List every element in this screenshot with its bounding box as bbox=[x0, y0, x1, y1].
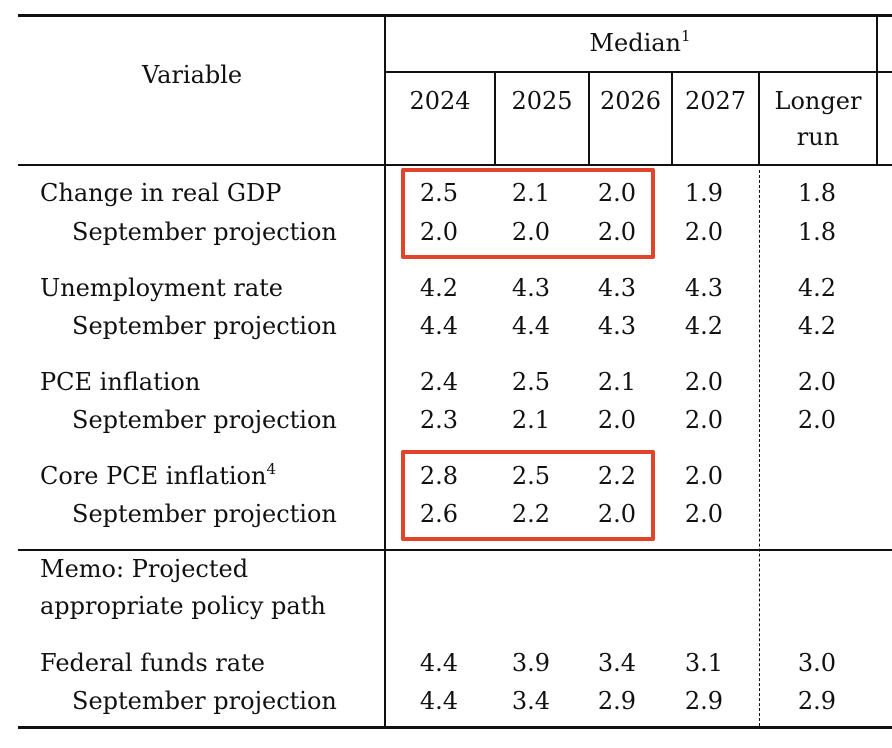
cell-pce-2024: 2.4 bbox=[419, 368, 459, 396]
right-edge-divider bbox=[876, 14, 878, 166]
cell-unemp-2027: 4.3 bbox=[684, 274, 724, 302]
cell-core-sep-2026: 2.0 bbox=[597, 500, 637, 528]
cell-gdp-2025: 2.1 bbox=[511, 179, 551, 207]
cell-pce-2027: 2.0 bbox=[684, 368, 724, 396]
cell-pce-sep-2026: 2.0 bbox=[597, 406, 637, 434]
cell-pce-sep-2025: 2.1 bbox=[511, 406, 551, 434]
row-label-pce-september: September projection bbox=[72, 406, 337, 434]
variable-header: Variable bbox=[142, 61, 243, 89]
row-label-fed-funds-september: September projection bbox=[72, 687, 337, 715]
cell-core-2027: 2.0 bbox=[684, 462, 724, 490]
gdp-highlight-box bbox=[401, 168, 655, 259]
row-label-unemployment-september: September projection bbox=[72, 312, 337, 340]
cell-core-sep-2024: 2.6 bbox=[419, 500, 459, 528]
cell-gdp-sep-2027: 2.0 bbox=[684, 218, 724, 246]
cell-core-sep-2027: 2.0 bbox=[684, 500, 724, 528]
memo-label-line2: appropriate policy path bbox=[40, 592, 326, 620]
core-pce-highlight-box bbox=[401, 450, 655, 541]
memo-rule bbox=[18, 549, 892, 551]
cell-core-sep-2025: 2.2 bbox=[511, 500, 551, 528]
cell-pce-2026: 2.1 bbox=[597, 368, 637, 396]
cell-ffr-sep-2027: 2.9 bbox=[684, 687, 724, 715]
year-2024-header: 2024 bbox=[409, 87, 471, 115]
cell-ffr-sep-2025: 3.4 bbox=[511, 687, 551, 715]
core-pce-footnote: 4 bbox=[266, 460, 276, 478]
cell-ffr-longer-run: 3.0 bbox=[797, 649, 837, 677]
cell-ffr-2024: 4.4 bbox=[419, 649, 459, 677]
cell-unemp-sep-2024: 4.4 bbox=[419, 312, 459, 340]
bottom-rule bbox=[18, 726, 892, 729]
longer-run-header-line2: run bbox=[796, 123, 840, 151]
cell-ffr-sep-2026: 2.9 bbox=[597, 687, 637, 715]
cell-gdp-sep-2025: 2.0 bbox=[511, 218, 551, 246]
cell-unemp-sep-2025: 4.4 bbox=[511, 312, 551, 340]
cell-pce-sep-2027: 2.0 bbox=[684, 406, 724, 434]
year-divider-2027 bbox=[758, 72, 760, 165]
median-rule bbox=[386, 71, 892, 73]
cell-gdp-sep-2026: 2.0 bbox=[597, 218, 637, 246]
cell-core-2024: 2.8 bbox=[419, 462, 459, 490]
memo-label-line1: Memo: Projected bbox=[40, 555, 249, 583]
cell-unemp-longer-run: 4.2 bbox=[797, 274, 837, 302]
row-label-fed-funds: Federal funds rate bbox=[40, 649, 265, 677]
year-divider-2024 bbox=[494, 72, 496, 165]
cell-core-2026: 2.2 bbox=[597, 462, 637, 490]
cell-unemp-sep-2027: 4.2 bbox=[684, 312, 724, 340]
cell-gdp-longer-run: 1.8 bbox=[797, 179, 837, 207]
cell-ffr-2026: 3.4 bbox=[597, 649, 637, 677]
cell-unemp-2024: 4.2 bbox=[419, 274, 459, 302]
row-label-core-pce-september: September projection bbox=[72, 500, 337, 528]
row-label-core-pce: Core PCE inflation4 bbox=[40, 461, 276, 491]
year-divider-2026 bbox=[671, 72, 673, 165]
row-label-unemployment: Unemployment rate bbox=[40, 274, 284, 302]
cell-ffr-2027: 3.1 bbox=[684, 649, 724, 677]
cell-gdp-sep-2024: 2.0 bbox=[419, 218, 459, 246]
cell-gdp-2027: 1.9 bbox=[684, 179, 724, 207]
cell-ffr-sep-2024: 4.4 bbox=[419, 687, 459, 715]
cell-ffr-2025: 3.9 bbox=[511, 649, 551, 677]
cell-pce-2025: 2.5 bbox=[511, 368, 551, 396]
row-label-pce: PCE inflation bbox=[40, 368, 201, 396]
cell-ffr-sep-longer-run: 2.9 bbox=[797, 687, 837, 715]
cell-pce-longer-run: 2.0 bbox=[797, 368, 837, 396]
year-2025-header: 2025 bbox=[511, 87, 573, 115]
cell-unemp-2026: 4.3 bbox=[597, 274, 637, 302]
row-label-gdp: Change in real GDP bbox=[40, 179, 282, 207]
row-label-gdp-september: September projection bbox=[72, 218, 337, 246]
cell-core-2025: 2.5 bbox=[511, 462, 551, 490]
variable-column-divider bbox=[384, 14, 386, 728]
median-label: Median bbox=[589, 29, 682, 57]
cell-gdp-2024: 2.5 bbox=[419, 179, 459, 207]
year-2026-header: 2026 bbox=[599, 87, 662, 115]
header-rule bbox=[18, 164, 892, 166]
year-2027-header: 2027 bbox=[684, 87, 747, 115]
cell-unemp-sep-2026: 4.3 bbox=[597, 312, 637, 340]
cell-gdp-sep-longer-run: 1.8 bbox=[797, 218, 837, 246]
median-header: Median1 bbox=[540, 28, 740, 58]
cell-unemp-sep-longer-run: 4.2 bbox=[797, 312, 837, 340]
cell-pce-sep-2024: 2.3 bbox=[419, 406, 459, 434]
cell-unemp-2025: 4.3 bbox=[511, 274, 551, 302]
cell-gdp-2026: 2.0 bbox=[597, 179, 637, 207]
top-rule bbox=[18, 14, 892, 17]
cell-pce-sep-longer-run: 2.0 bbox=[797, 406, 837, 434]
year-divider-2025 bbox=[588, 72, 590, 165]
longer-run-dashed-divider bbox=[759, 170, 760, 726]
longer-run-header-line1: Longer bbox=[774, 87, 862, 115]
core-pce-label: Core PCE inflation bbox=[40, 462, 267, 490]
median-footnote: 1 bbox=[681, 27, 691, 45]
